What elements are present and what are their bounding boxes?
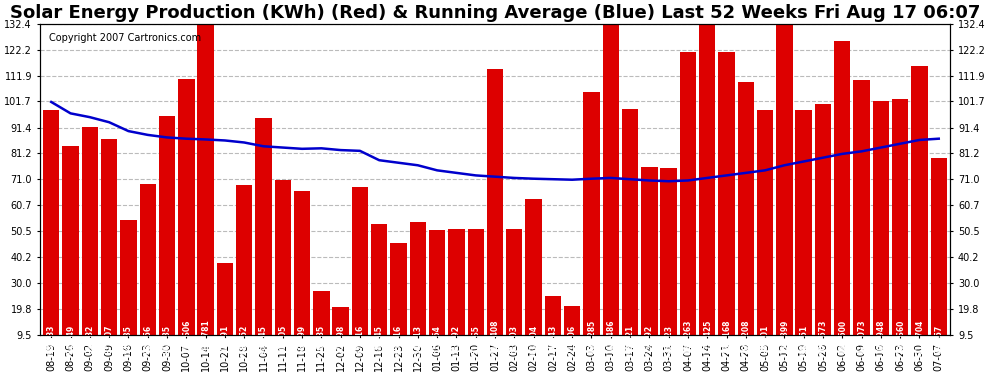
Text: 45.816: 45.816 <box>394 325 403 354</box>
Bar <box>506 229 523 359</box>
Bar <box>738 82 754 359</box>
Text: 79.457: 79.457 <box>935 325 943 354</box>
Bar <box>294 191 310 359</box>
Bar <box>178 79 194 359</box>
Text: 114.408: 114.408 <box>490 320 500 354</box>
Bar <box>680 52 696 359</box>
Bar <box>544 296 561 359</box>
Bar <box>101 139 118 359</box>
Text: 115.704: 115.704 <box>915 320 924 354</box>
Bar <box>564 306 580 359</box>
Text: 20.698: 20.698 <box>337 325 346 354</box>
Bar <box>255 118 271 359</box>
Bar <box>120 220 137 359</box>
Text: 87.007: 87.007 <box>105 324 114 354</box>
Text: 132.399: 132.399 <box>780 320 789 354</box>
Text: 53.145: 53.145 <box>375 325 384 354</box>
Bar <box>81 127 98 359</box>
Bar <box>911 66 928 359</box>
Text: 51.303: 51.303 <box>510 325 519 354</box>
Text: 121.263: 121.263 <box>683 320 692 354</box>
Text: 51.392: 51.392 <box>451 325 461 354</box>
Text: 68.752: 68.752 <box>240 325 248 354</box>
Text: 102.660: 102.660 <box>896 320 905 354</box>
Text: 168.781: 168.781 <box>201 319 210 354</box>
Bar <box>236 185 252 359</box>
Text: 98.621: 98.621 <box>626 325 635 354</box>
Text: 75.523: 75.523 <box>664 325 673 354</box>
Text: 51.054: 51.054 <box>433 325 442 354</box>
Bar <box>429 230 446 359</box>
Bar <box>62 146 79 359</box>
Bar <box>815 104 832 359</box>
Text: 54.935: 54.935 <box>124 325 133 354</box>
Bar <box>835 41 850 359</box>
Text: 70.705: 70.705 <box>278 325 287 354</box>
Text: 75.992: 75.992 <box>644 325 653 354</box>
Text: 100.573: 100.573 <box>819 320 828 354</box>
Bar <box>313 291 330 359</box>
Text: 67.916: 67.916 <box>355 325 364 354</box>
Title: Solar Energy Production (KWh) (Red) & Running Average (Blue) Last 52 Weeks Fri A: Solar Energy Production (KWh) (Red) & Ru… <box>10 4 980 22</box>
Text: 110.073: 110.073 <box>857 320 866 354</box>
Text: 21.006: 21.006 <box>567 325 576 354</box>
Text: 101.948: 101.948 <box>876 320 885 354</box>
Text: 98.151: 98.151 <box>799 325 808 354</box>
Text: 26.985: 26.985 <box>317 325 326 354</box>
Text: 96.135: 96.135 <box>162 325 171 354</box>
Bar <box>719 52 735 359</box>
Text: 98.383: 98.383 <box>47 324 55 354</box>
Bar <box>390 243 407 359</box>
Text: 91.682: 91.682 <box>85 325 94 354</box>
Bar <box>448 229 464 359</box>
Text: 121.168: 121.168 <box>722 320 731 354</box>
Text: 95.045: 95.045 <box>259 325 268 354</box>
Bar <box>622 109 639 359</box>
Bar <box>158 116 175 359</box>
Bar <box>467 229 484 359</box>
Text: 84.049: 84.049 <box>66 325 75 354</box>
Bar <box>583 92 600 359</box>
Bar <box>140 184 155 359</box>
Bar <box>892 99 909 359</box>
Bar <box>410 222 426 359</box>
Bar <box>642 166 657 359</box>
Bar <box>487 69 503 359</box>
Bar <box>931 158 947 359</box>
Bar <box>660 168 677 359</box>
Text: 54.113: 54.113 <box>414 325 423 354</box>
Bar <box>776 24 793 359</box>
Text: 105.285: 105.285 <box>587 320 596 354</box>
Bar <box>351 187 368 359</box>
Text: 98.401: 98.401 <box>760 325 769 354</box>
Text: 63.304: 63.304 <box>529 325 539 354</box>
Bar <box>217 263 233 359</box>
Bar <box>872 101 889 359</box>
Text: 109.208: 109.208 <box>742 320 750 354</box>
Text: 51.465: 51.465 <box>471 325 480 354</box>
Bar <box>371 224 387 359</box>
Bar <box>43 110 59 359</box>
Bar <box>333 307 348 359</box>
Text: 37.991: 37.991 <box>221 325 230 354</box>
Text: 68.956: 68.956 <box>144 325 152 354</box>
Text: 166.486: 166.486 <box>606 320 615 354</box>
Bar <box>757 110 773 359</box>
Text: Copyright 2007 Cartronics.com: Copyright 2007 Cartronics.com <box>49 33 201 43</box>
Bar <box>603 0 619 359</box>
Text: 125.500: 125.500 <box>838 320 846 354</box>
Bar <box>526 199 542 359</box>
Bar <box>796 111 812 359</box>
Text: 66.299: 66.299 <box>298 325 307 354</box>
Text: 172.425: 172.425 <box>703 320 712 354</box>
Bar <box>197 0 214 359</box>
Text: 110.606: 110.606 <box>182 320 191 354</box>
Text: 24.843: 24.843 <box>548 325 557 354</box>
Bar <box>699 0 716 359</box>
Bar <box>274 180 291 359</box>
Bar <box>853 80 870 359</box>
